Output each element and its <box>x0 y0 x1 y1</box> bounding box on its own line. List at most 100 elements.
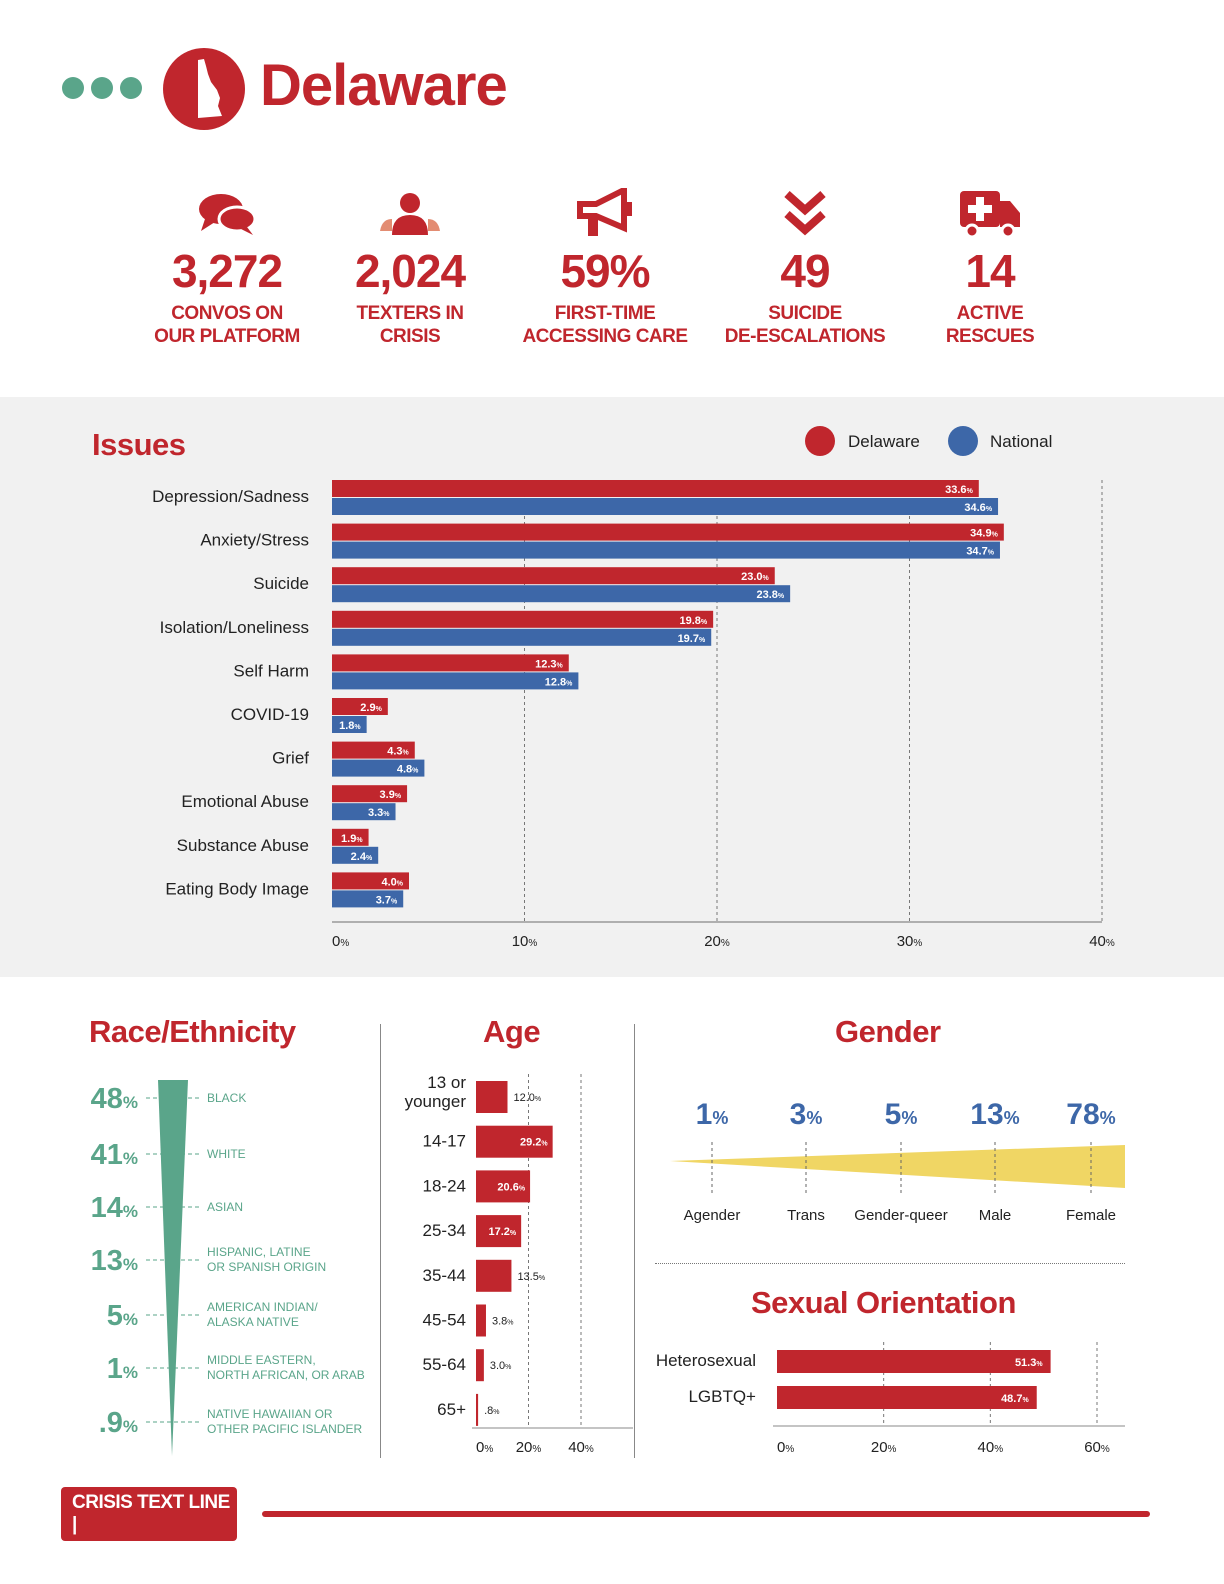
race-percent: 48% <box>91 1083 138 1115</box>
age-gender-divider <box>634 1024 635 1458</box>
age-label: 35-44 <box>423 1266 466 1285</box>
gender-percent: 1% <box>696 1098 729 1131</box>
gender-percent: 78% <box>1066 1098 1115 1131</box>
legend-national-label: National <box>990 432 1053 451</box>
category-label: Emotional Abuse <box>181 792 309 811</box>
race-percent: 14% <box>91 1192 138 1224</box>
age-bar <box>476 1170 531 1203</box>
x-tick-label: 60% <box>1084 1439 1110 1456</box>
stat-label: TEXTERS IN CRISIS <box>356 303 464 347</box>
category-label: Depression/Sadness <box>152 487 309 506</box>
race-label: OR SPANISH ORIGIN <box>207 1260 326 1274</box>
data-label: 2.9% <box>360 702 382 714</box>
gender-label: Gender-queer <box>854 1207 947 1224</box>
stat-tile: 3,272 CONVOS ON OUR PLATFORM <box>127 186 327 348</box>
age-title: Age <box>483 1014 541 1049</box>
data-label: 4.3% <box>387 746 409 758</box>
issues-chart: 0% 10% 20% 30% 40% Depression/Sadness 33.6% 34.… <box>152 480 1115 950</box>
bar-national <box>332 628 712 646</box>
orientation-label: Heterosexual <box>656 1351 756 1370</box>
bar-delaware <box>332 872 409 890</box>
data-label: 23.0% <box>741 571 769 583</box>
gender-title: Gender <box>835 1014 941 1049</box>
page-title: Delaware <box>260 53 508 118</box>
bar-delaware <box>332 654 569 672</box>
x-tick-label: 20% <box>516 1439 542 1456</box>
race-label: ALASKA NATIVE <box>207 1315 299 1329</box>
data-label: 19.7% <box>678 633 706 645</box>
age-bar <box>476 1215 522 1248</box>
race-percent: 41% <box>91 1139 138 1171</box>
bar-national <box>332 890 404 908</box>
category-label: Isolation/Loneliness <box>160 618 309 637</box>
data-label: 1.8% <box>339 720 361 732</box>
race-label: OTHER PACIFIC ISLANDER <box>207 1422 362 1436</box>
category-label: COVID-19 <box>231 705 309 724</box>
bar-delaware <box>332 567 775 585</box>
category-label: Eating Body Image <box>165 879 309 898</box>
legend-delaware-label: Delaware <box>848 432 920 451</box>
age-label: 65+ <box>437 1400 466 1419</box>
stat-tile: 2,024 TEXTERS IN CRISIS <box>310 186 510 348</box>
age-data-label: 20.6% <box>497 1181 525 1193</box>
bar-delaware <box>332 741 415 759</box>
age-label: 18-24 <box>423 1176 466 1195</box>
bar-national <box>332 716 367 733</box>
data-label: 34.7% <box>966 546 994 558</box>
age-data-label: 13.5% <box>517 1271 545 1283</box>
age-bar <box>476 1125 553 1158</box>
data-label: 1.9% <box>341 833 363 845</box>
x-tick-label: 0% <box>476 1439 493 1456</box>
bar-national <box>332 541 1000 559</box>
race-label: MIDDLE EASTERN, <box>207 1353 316 1367</box>
data-label: 4.8% <box>397 764 419 776</box>
age-label: 13 or <box>427 1073 466 1092</box>
orientation-label: LGBTQ+ <box>688 1387 756 1406</box>
gender-divider <box>655 1263 1125 1264</box>
orientation-bar <box>777 1386 1037 1409</box>
issues-title: Issues <box>92 427 186 462</box>
race-percent: .9% <box>99 1407 138 1439</box>
category-label: Suicide <box>253 574 309 593</box>
gender-percent: 3% <box>790 1098 823 1131</box>
bar-national <box>332 759 425 777</box>
age-bar <box>476 1081 508 1113</box>
category-label: Grief <box>272 749 309 768</box>
gender-chart: 1% Agender 3% Trans 5% Gender-queer 13% Male 78%… <box>670 1098 1125 1224</box>
ambulance-icon <box>890 186 1090 242</box>
age-label: 45-54 <box>423 1311 466 1330</box>
category-label: Self Harm <box>233 661 309 680</box>
bar-delaware <box>332 523 1004 541</box>
double-chevron-down-icon <box>705 186 905 242</box>
x-tick-label: 40% <box>568 1439 594 1456</box>
stat-tile: 49 SUICIDE DE-ESCALATIONS <box>705 186 905 348</box>
bar-national <box>332 846 379 864</box>
age-data-label: 3.0% <box>490 1360 512 1372</box>
gender-label: Agender <box>684 1207 741 1224</box>
bar-delaware <box>332 610 714 628</box>
age-data-label: .8% <box>484 1405 499 1417</box>
age-bar <box>476 1349 484 1382</box>
bar-delaware <box>332 698 388 715</box>
race-title: Race/Ethnicity <box>89 1014 296 1049</box>
people-icon <box>310 186 510 242</box>
footer-rule <box>262 1511 1150 1517</box>
legend-delaware-swatch <box>805 426 835 456</box>
megaphone-icon <box>505 186 705 242</box>
x-tick-label: 20% <box>704 933 730 950</box>
stat-tile: 14 ACTIVE RESCUES <box>890 186 1090 348</box>
x-tick-label: 0% <box>777 1439 794 1456</box>
gender-percent: 13% <box>970 1098 1019 1131</box>
bar-national <box>332 803 396 821</box>
gender-percent: 5% <box>885 1098 918 1131</box>
race-label: NORTH AFRICAN, OR ARAB <box>207 1368 365 1382</box>
race-label: BLACK <box>207 1091 246 1105</box>
age-data-label: 12.0% <box>514 1092 542 1104</box>
race-label: AMERICAN INDIAN/ <box>207 1300 318 1314</box>
data-label: 2.4% <box>351 851 373 863</box>
data-label: 23.8% <box>756 589 784 601</box>
stat-label: ACTIVE RESCUES <box>945 303 1035 347</box>
race-label: NATIVE HAWAIIAN OR <box>207 1407 333 1421</box>
category-label: Anxiety/Stress <box>200 531 309 550</box>
x-tick-label: 30% <box>897 933 923 950</box>
